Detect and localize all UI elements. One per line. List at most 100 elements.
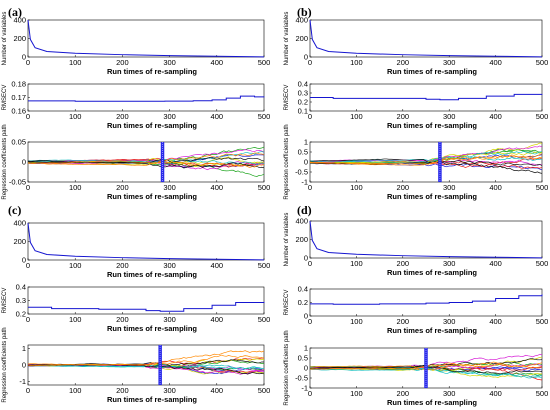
subplot-nvars: 0 100 200 300 400 500 0 200 400 Run times of re-s… [2, 12, 270, 76]
x-tick-label: 400 [489, 112, 502, 121]
x-tick-label: 300 [443, 317, 456, 326]
y-tick-label: 0 [304, 312, 308, 321]
x-tick-label: 300 [443, 259, 456, 268]
y-axis-label: RMSECV [2, 85, 8, 111]
x-axis-label: Run times of re-sampling [387, 268, 477, 277]
x-tick-label: 300 [443, 58, 456, 67]
x-tick-label: 500 [536, 389, 549, 398]
coefficient-paths [28, 146, 264, 177]
coefficient-paths [310, 142, 542, 174]
x-tick-label: 200 [116, 261, 129, 270]
y-axis-label: Number of variables [284, 12, 290, 66]
x-tick-label: 500 [536, 58, 549, 67]
y-tick-label: 0.16 [11, 107, 26, 116]
plot-area [27, 19, 265, 58]
y-axis-label: Number of variables [284, 213, 290, 267]
y-axis-label: Regression coefficients path [284, 124, 290, 199]
subplot-nvars: 0 100 200 300 400 500 0 200 400 Run times of re-s… [13, 219, 270, 280]
x-tick-label: 200 [116, 183, 129, 192]
y-tick-label: 0.5 [298, 354, 308, 363]
y-axis-label: Number of variables [2, 12, 8, 66]
panel-label: (d) [297, 203, 312, 217]
y-tick-label: 0.17 [11, 93, 26, 102]
x-tick-label: 0 [26, 261, 30, 270]
x-tick-label: 200 [397, 58, 410, 67]
x-tick-label: 500 [258, 386, 271, 395]
x-tick-label: 0 [308, 112, 312, 121]
x-tick-label: 400 [211, 58, 224, 67]
y-tick-label: -1 [301, 384, 308, 393]
coefficient-path [28, 158, 264, 165]
y-axis-label: RMSECV [284, 85, 290, 111]
x-tick-label: 500 [536, 183, 549, 192]
series-line [27, 19, 265, 58]
series-line [28, 95, 265, 102]
plot-area [309, 220, 543, 259]
plot-area [309, 19, 543, 58]
x-tick-label: 500 [258, 112, 271, 121]
y-tick-label: 0 [304, 254, 308, 263]
x-tick-label: 300 [163, 261, 176, 270]
y-tick-label: 200 [13, 34, 26, 43]
x-tick-label: 400 [489, 317, 502, 326]
series-line [309, 220, 543, 259]
y-tick-label: 1 [304, 138, 308, 147]
x-tick-label: 400 [489, 259, 502, 268]
x-axis-label: Run times of re-sampling [107, 324, 197, 333]
x-tick-label: 0 [26, 315, 30, 324]
y-tick-label: -0.05 [9, 178, 26, 187]
x-tick-label: 100 [69, 315, 82, 324]
x-tick-label: 500 [536, 259, 549, 268]
y-tick-label: 0 [304, 158, 308, 167]
y-tick-label: 200 [13, 237, 26, 246]
y-tick-label: 0 [22, 158, 26, 167]
x-tick-label: 100 [69, 261, 82, 270]
coefficient-path [28, 151, 264, 164]
x-tick-label: 200 [397, 183, 410, 192]
subplot-rmsecv: 0 100 200 300 400 500 0.10.20.30.4 Run times of… [284, 80, 548, 131]
y-tick-label: 1 [22, 344, 26, 353]
coefficient-path [310, 158, 542, 174]
coefficient-path [310, 151, 542, 164]
y-tick-label: -0.5 [295, 374, 308, 383]
coefficient-path [28, 160, 264, 169]
coefficient-path [28, 350, 264, 366]
coefficient-path [310, 153, 542, 166]
y-tick-label: -1 [19, 377, 26, 386]
y-tick-label: 0 [22, 361, 26, 370]
y-tick-label: 0.3 [298, 89, 308, 98]
x-tick-label: 400 [211, 261, 224, 270]
panel-a: (a) 0 100 200 300 400 500 0 200 400 Run times of r… [2, 5, 270, 201]
x-tick-label: 100 [350, 183, 363, 192]
panel-label: (a) [8, 5, 22, 19]
y-tick-label: 0 [304, 364, 308, 373]
x-tick-label: 0 [308, 259, 312, 268]
plot-area [27, 83, 265, 112]
x-axis-label: Run times of re-sampling [107, 192, 197, 201]
x-tick-label: 400 [211, 183, 224, 192]
y-tick-label: 200 [295, 34, 308, 43]
subplot-rmsecv: 0 100 200 300 400 500 0.2 0.3 0.4 Run times of re… [2, 283, 270, 334]
x-tick-label: 200 [397, 317, 410, 326]
x-tick-label: 200 [116, 386, 129, 395]
x-tick-label: 200 [397, 389, 410, 398]
x-tick-label: 500 [258, 58, 271, 67]
y-tick-label: 400 [295, 16, 308, 25]
x-axis-label: Run times of re-sampling [387, 121, 477, 130]
subplot-nvars: 0 100 200 300 400 500 0 200 400 Run times of re-s… [284, 213, 548, 277]
x-axis-label: Run times of re-sampling [107, 121, 197, 130]
y-tick-label: 1 [304, 344, 308, 353]
y-axis-label: RMSECV [2, 288, 8, 314]
x-axis-label: Run times of re-sampling [107, 67, 197, 76]
x-tick-label: 400 [489, 183, 502, 192]
x-tick-label: 300 [163, 58, 176, 67]
y-tick-label: 200 [295, 235, 308, 244]
x-tick-label: 100 [350, 317, 363, 326]
y-tick-label: 0.05 [11, 138, 26, 147]
x-tick-label: 500 [536, 112, 549, 121]
